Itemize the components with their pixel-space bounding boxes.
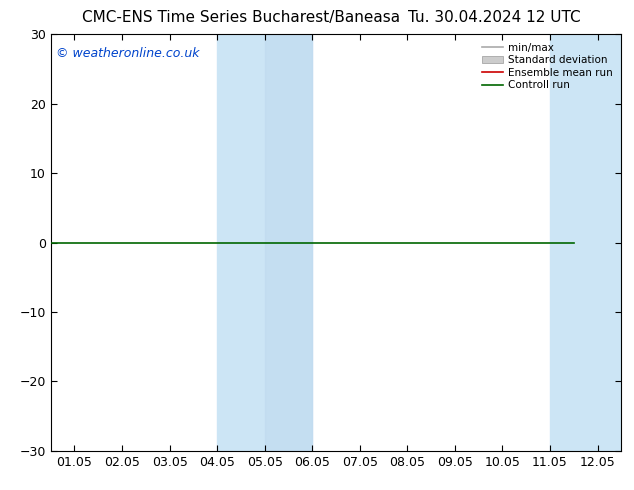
Bar: [550, 34, 621, 451]
Text: CMC-ENS Time Series Bucharest/Baneasa: CMC-ENS Time Series Bucharest/Baneasa: [82, 10, 400, 25]
Text: © weatheronline.co.uk: © weatheronline.co.uk: [56, 47, 200, 60]
Text: Tu. 30.04.2024 12 UTC: Tu. 30.04.2024 12 UTC: [408, 10, 581, 25]
Bar: [264, 34, 312, 451]
Bar: [550, 34, 597, 451]
Legend: min/max, Standard deviation, Ensemble mean run, Controll run: min/max, Standard deviation, Ensemble me…: [479, 40, 616, 94]
Bar: [217, 34, 312, 451]
